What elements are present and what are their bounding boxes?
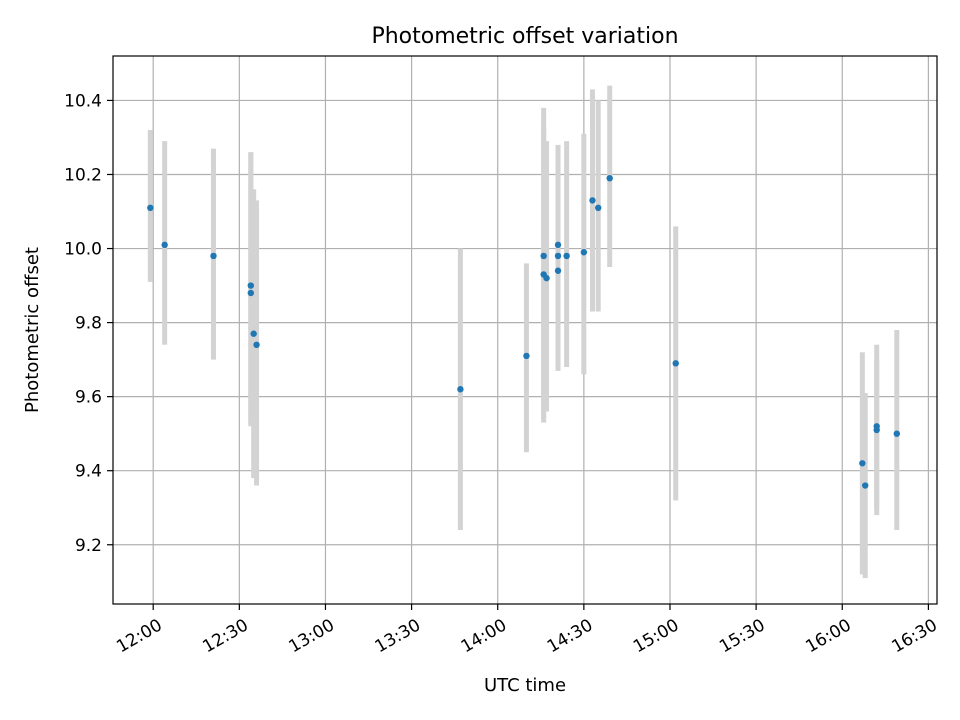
data-point	[147, 204, 154, 212]
data-point	[250, 330, 257, 337]
data-point	[589, 197, 596, 204]
y-tick-label: 10.4	[64, 91, 102, 111]
data-points	[147, 174, 901, 489]
y-tick-label: 9.8	[75, 314, 102, 334]
y-tick-label: 9.6	[75, 388, 102, 408]
data-point	[554, 252, 562, 260]
y-tick-label: 10.0	[64, 240, 102, 260]
data-point	[457, 386, 464, 393]
data-point	[554, 241, 562, 249]
y-tick-label: 9.4	[75, 462, 102, 482]
data-point	[543, 274, 550, 282]
data-point	[210, 252, 217, 260]
data-point	[247, 289, 255, 297]
data-point	[873, 423, 880, 430]
plot-frame	[112, 55, 938, 605]
data-point	[554, 267, 562, 274]
data-point	[580, 249, 588, 256]
x-axis-label: UTC time	[484, 675, 566, 696]
data-point	[247, 282, 255, 289]
data-point	[672, 360, 679, 367]
data-point	[859, 460, 866, 467]
data-point	[253, 341, 260, 349]
data-point	[540, 252, 547, 260]
data-point	[563, 252, 570, 260]
data-point	[161, 241, 168, 249]
y-axis-label: Photometric offset	[22, 247, 43, 413]
y-axis-ticks: 9.2 9.4 9.6 9.8 10.0 10.2 10.4	[64, 91, 113, 556]
data-point	[862, 482, 869, 489]
y-tick-label: 10.2	[64, 165, 102, 185]
data-point	[893, 430, 901, 437]
data-point	[595, 204, 602, 212]
y-tick-label: 9.2	[75, 536, 102, 556]
data-point	[523, 352, 530, 360]
chart-title: Photometric offset variation	[371, 24, 678, 49]
data-point	[606, 174, 613, 182]
